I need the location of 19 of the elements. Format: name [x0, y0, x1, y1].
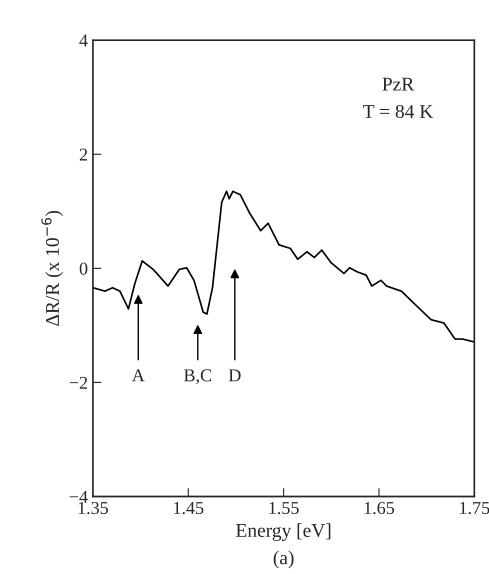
x-tick-label: 1.35 [78, 502, 108, 514]
line-series [92, 190, 474, 343]
x-tick-label: 1.55 [269, 502, 299, 514]
y-axis-title: ΔR/R (x 10$^{−6}$) [41, 210, 63, 326]
y-tick-label: 4 [79, 34, 88, 46]
x-axis-title: Energy [eV] [236, 523, 330, 541]
y-tick-label: −2 [70, 376, 88, 389]
annotation: A [132, 369, 145, 382]
x-tick-label: 1.45 [174, 502, 204, 514]
y-tick-label: −4 [70, 490, 88, 503]
annotation: PzR [382, 78, 414, 90]
y-tick-label: 0 [80, 262, 88, 275]
x-tick-label: 1.65 [364, 502, 394, 514]
text: (a) [274, 550, 294, 568]
x-tick-label: 1.75 [460, 502, 489, 514]
annotation: T = 84 K [363, 104, 434, 118]
annotation: B,C [184, 369, 212, 384]
y-tick-label: 2 [80, 148, 88, 161]
annotation: D [228, 369, 241, 382]
